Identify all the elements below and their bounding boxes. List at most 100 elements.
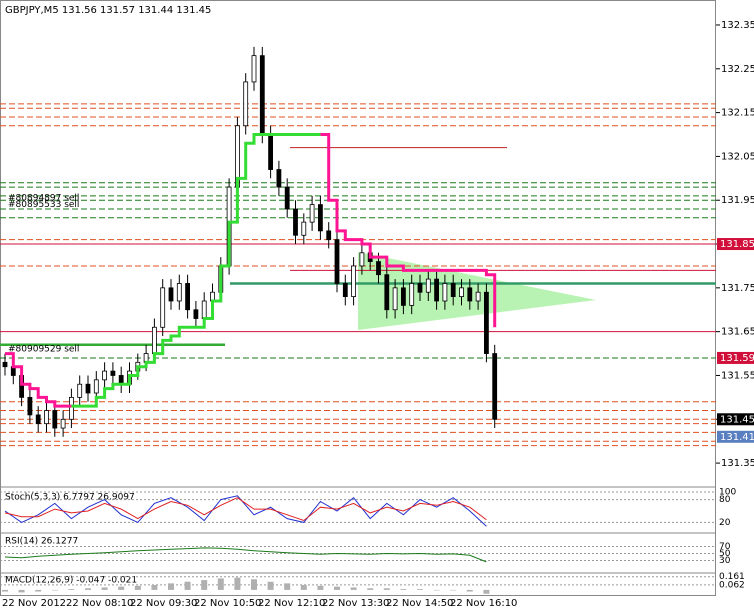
- y-tick-label: 131.75: [721, 283, 754, 294]
- sub-tick-label: 100: [719, 488, 736, 498]
- sub-tick-label: 0.161: [719, 572, 745, 582]
- candle-body: [425, 278, 431, 293]
- macd-bar: [400, 589, 407, 590]
- candle-body: [276, 169, 282, 188]
- candle-body: [417, 283, 423, 293]
- candle-body: [44, 410, 49, 425]
- indicator-line: [4, 497, 487, 522]
- x-tick-label: 22 Nov 12:10: [258, 598, 325, 609]
- candle-body: [409, 283, 415, 306]
- indicator-line: [4, 547, 487, 563]
- macd-bar: [367, 588, 374, 590]
- candle-body: [69, 396, 74, 420]
- candle-body: [293, 208, 298, 236]
- macd-bar: [417, 589, 423, 590]
- candle-body: [492, 353, 498, 420]
- candle-body: [201, 300, 207, 319]
- macd-bar: [483, 589, 490, 594]
- macd-bar: [201, 580, 208, 590]
- candle-body: [35, 414, 41, 425]
- sub-tick-label: 80: [719, 495, 731, 505]
- candle-body: [27, 396, 33, 416]
- rsi-title: RSI(14) 26.1277: [5, 537, 78, 547]
- trailing-line: [71, 133, 321, 408]
- macd-bar: [334, 586, 340, 590]
- candle-body: [259, 55, 265, 135]
- macd-bar: [134, 585, 141, 590]
- x-tick-label: 22 Nov 09:30: [130, 598, 197, 609]
- candle-body: [475, 291, 481, 302]
- candle-body: [2, 361, 8, 368]
- macd-bar: [466, 589, 473, 592]
- candle-body: [326, 230, 332, 241]
- x-tick-label: 22 Nov 10:50: [194, 598, 261, 609]
- y-tick-label: 131.95: [721, 195, 754, 206]
- candle-body: [376, 261, 381, 276]
- candle-body: [243, 81, 249, 127]
- candle-body: [93, 379, 99, 394]
- y-tick-label: 132.35: [721, 20, 754, 31]
- sub-tick-label: 70: [719, 542, 731, 552]
- x-tick-label: 22 Nov 2012: [2, 598, 66, 609]
- sub-tick-label: 0.062: [719, 580, 745, 590]
- macd-bar: [118, 586, 125, 590]
- price-tag-label: 131.59: [720, 353, 754, 364]
- macd-bar: [383, 588, 390, 590]
- macd-bar: [184, 581, 191, 590]
- macd-bar: [35, 589, 42, 592]
- macd-bar: [234, 577, 241, 590]
- candle-body: [400, 287, 406, 306]
- order-label: #80895533 sell: [8, 200, 79, 210]
- macd-bar: [433, 589, 440, 591]
- candle-body: [193, 309, 199, 319]
- candle-body: [85, 383, 91, 394]
- macd-bar: [284, 583, 291, 590]
- candle-body: [151, 326, 157, 354]
- macd-bar: [2, 589, 8, 592]
- macd-bar: [251, 579, 257, 590]
- candle-body: [102, 370, 107, 381]
- candle-body: [392, 287, 398, 311]
- price-tag-label: 131.41: [720, 432, 754, 443]
- price-tag: [717, 238, 754, 251]
- candle-body: [268, 134, 274, 170]
- y-tick-label: 131.35: [721, 458, 754, 469]
- candle-body: [351, 265, 357, 298]
- macd-bar: [217, 578, 224, 590]
- macd-bar: [68, 589, 75, 590]
- price-tag: [717, 430, 754, 443]
- sub-tick-label: 50: [719, 549, 731, 559]
- candle-body: [450, 283, 456, 298]
- stoch-title: Stoch(5,3,3) 6.7797 26.9097: [5, 493, 135, 503]
- order-label: #80894897 sell: [8, 194, 79, 204]
- candle-body: [160, 287, 166, 328]
- y-tick-label: 131.65: [721, 327, 754, 338]
- candle-body: [467, 287, 473, 302]
- candle-body: [434, 278, 440, 302]
- candle-body: [359, 252, 365, 267]
- candle-body: [459, 287, 464, 298]
- candle-body: [384, 274, 390, 311]
- price-tag-label: 131.85: [720, 239, 754, 250]
- candle-body: [442, 283, 448, 302]
- macd-bar: [450, 589, 457, 591]
- candle-body: [334, 239, 340, 284]
- x-tick-label: 22 Nov 13:30: [322, 598, 389, 609]
- candle-body: [317, 204, 323, 232]
- macd-bar: [350, 587, 357, 590]
- macd-bar: [101, 587, 108, 590]
- x-tick-label: 22 Nov 14:50: [386, 598, 453, 609]
- candle-body: [309, 204, 315, 223]
- x-tick-label: 22 Nov 08:10: [66, 598, 133, 609]
- macd-bar: [151, 585, 158, 590]
- candle-body: [284, 186, 290, 210]
- indicator-line: [4, 495, 487, 527]
- macd-bar: [317, 585, 324, 590]
- candle-body: [60, 418, 66, 429]
- trailing-line: [5, 133, 497, 408]
- macd-title: MACD(12,26,9) -0.047 -0.021: [5, 576, 137, 586]
- price-tag-label: 131.45: [720, 414, 754, 425]
- y-tick-label: 132.25: [721, 64, 754, 75]
- y-tick-label: 132.05: [721, 151, 754, 162]
- macd-bar: [300, 585, 307, 590]
